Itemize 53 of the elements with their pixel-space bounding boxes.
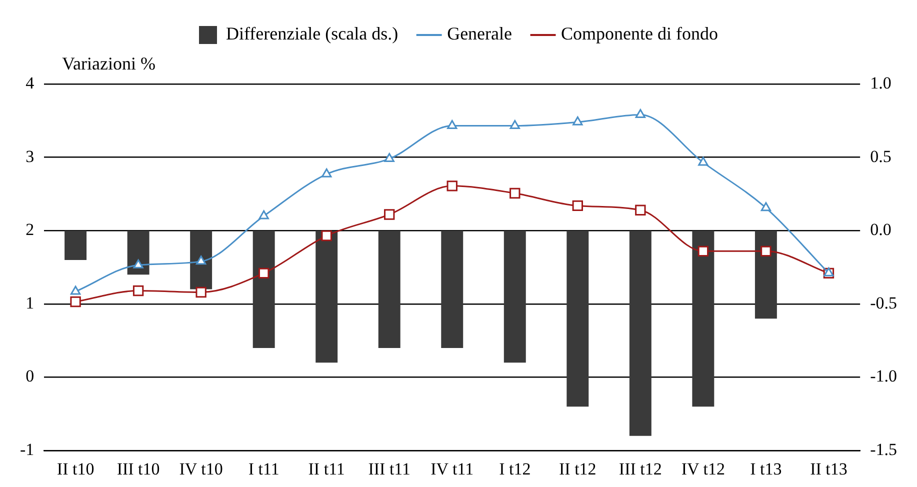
point (384, 209, 395, 220)
y2-tick-label: -0.5 (870, 293, 898, 312)
point (132, 285, 144, 296)
x-tick-label: I t13 (750, 459, 782, 478)
point (760, 246, 772, 257)
x-tick-label: III t12 (618, 459, 662, 478)
point (760, 202, 772, 212)
point (446, 180, 458, 192)
x-tick-label: IV t12 (681, 459, 725, 478)
point (70, 296, 81, 308)
x-tick-label: III t11 (368, 459, 411, 478)
point (635, 109, 646, 118)
x-tick-label: I t12 (499, 459, 531, 478)
y-axis-title: Variazioni % (62, 54, 156, 74)
x-tick-label: II t12 (559, 459, 596, 478)
point (70, 286, 81, 295)
y2-tick-label: 0.0 (870, 220, 892, 240)
x-tick-label: II t13 (810, 459, 848, 478)
point (447, 120, 458, 130)
x-tick-label: II t10 (56, 459, 94, 478)
y-tick-label: 1 (26, 293, 34, 312)
point (321, 230, 332, 242)
point (698, 156, 708, 166)
point (258, 210, 269, 220)
x-tick-label: IV t10 (179, 459, 223, 478)
y2-tick-label: 1.0 (870, 73, 892, 92)
x-tick-label: III t10 (116, 459, 160, 478)
point (322, 168, 332, 178)
point (572, 200, 583, 212)
point (384, 153, 394, 162)
legend-label: Generale (447, 24, 512, 44)
point (196, 286, 206, 298)
y-tick-label: 4 (26, 73, 35, 92)
y-tick-label: 2 (26, 220, 34, 240)
x-tick-label: I t11 (248, 459, 280, 478)
y-tick-label: 3 (26, 146, 34, 166)
point (698, 246, 709, 257)
legend-label: Componente di fondo (561, 24, 718, 44)
y-tick-label: -1 (20, 440, 34, 460)
point (133, 259, 144, 268)
x-tick-label: IV t11 (430, 459, 474, 478)
y-tick-label: 0 (26, 366, 34, 386)
point (635, 204, 646, 216)
x-tick-label: II t11 (308, 459, 345, 478)
legend-label: Differenziale (scala ds.) (226, 24, 398, 44)
point (572, 116, 583, 126)
point (510, 188, 520, 199)
point (196, 256, 206, 265)
y2-tick-label: 0.5 (870, 146, 892, 166)
point (258, 268, 270, 279)
y2-tick-label: -1.0 (870, 366, 898, 386)
point (510, 120, 520, 130)
y2-tick-label: -1.5 (870, 440, 898, 460)
